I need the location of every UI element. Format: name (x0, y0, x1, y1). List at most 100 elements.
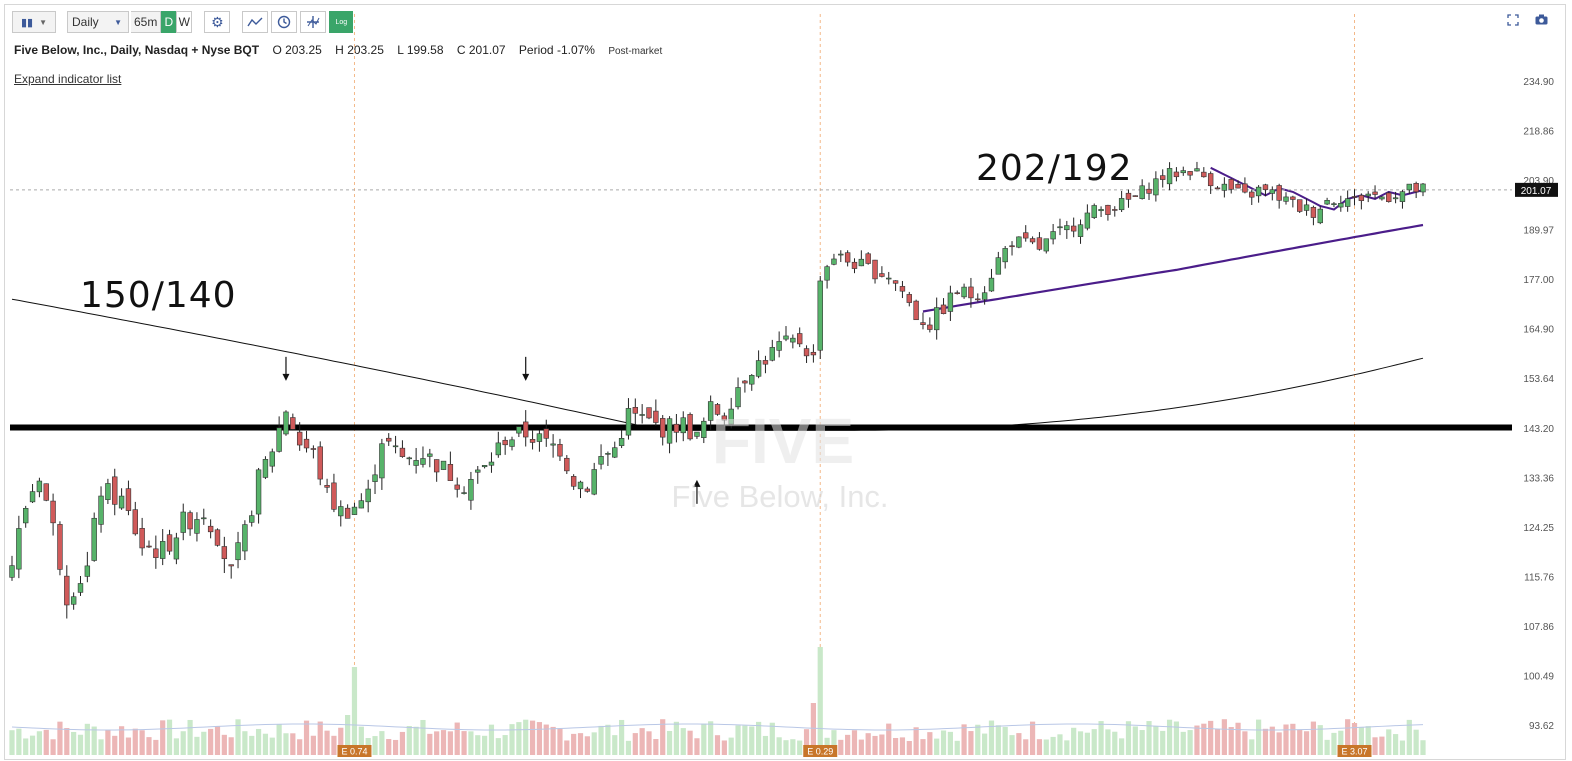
candle-body (290, 417, 296, 430)
candle-body (50, 500, 56, 524)
fullscreen-icon[interactable] (1507, 14, 1519, 26)
volume-bar (831, 730, 837, 755)
candle-body (324, 485, 330, 488)
compare-button[interactable] (300, 11, 327, 33)
volume-bar (1317, 725, 1323, 755)
candle-body (1077, 224, 1084, 237)
candle-body (1365, 193, 1371, 197)
candle-body (153, 548, 159, 558)
candle-body (269, 451, 275, 467)
candle-body (475, 469, 481, 473)
volume-bar (132, 728, 138, 755)
volume-bar (180, 731, 186, 755)
y-axis-tick-label: 153.64 (1523, 374, 1554, 385)
volume-bar (783, 740, 789, 755)
annotation-right-note: 202/192 (976, 148, 1133, 189)
draw-icon (247, 17, 263, 27)
volume-bar (1187, 730, 1193, 755)
earnings-marker (803, 745, 838, 757)
clock-button[interactable] (271, 11, 298, 33)
candle-body (570, 476, 577, 487)
volume-bar (988, 720, 995, 755)
candle-body (194, 519, 200, 534)
candle-body (865, 253, 871, 264)
volume-bar (36, 731, 43, 755)
volume-bar (516, 722, 522, 755)
chart-style-button[interactable]: ▮▮ ▼ (12, 11, 56, 33)
volume-bar (29, 735, 36, 755)
volume-bar (23, 738, 29, 755)
volume-bar (255, 728, 262, 755)
interval-weekly-button[interactable]: W (176, 11, 193, 33)
volume-bar (673, 721, 680, 755)
volume-bar (1351, 723, 1358, 755)
settings-icon: ⚙ (211, 13, 224, 30)
volume-bar (235, 719, 241, 755)
candle-body (440, 460, 447, 470)
candle-body (139, 528, 145, 549)
candle-body (1153, 178, 1159, 196)
candle-body (1235, 183, 1241, 189)
expand-indicator-link[interactable]: Expand indicator list (14, 72, 122, 86)
watermark-ticker: FIVE (712, 405, 854, 477)
moving-average-50-line (922, 223, 1424, 313)
camera-icon[interactable] (1535, 14, 1548, 25)
volume-bar (913, 727, 919, 755)
candle-body (1249, 191, 1255, 198)
candle-body (968, 286, 974, 299)
candle-body (831, 258, 837, 265)
candle-body (1064, 225, 1070, 231)
candle-body (502, 439, 508, 446)
volume-bar (1297, 729, 1303, 755)
volume-bar (666, 730, 673, 755)
volume-bar (1413, 729, 1419, 755)
volume-bar (708, 721, 714, 755)
volume-bar (228, 737, 234, 755)
volume-bar (947, 731, 953, 755)
y-axis-tick-label: 93.62 (1529, 721, 1554, 732)
candle-body (1276, 185, 1282, 201)
volume-bar (1084, 732, 1090, 755)
candle-body (1132, 195, 1139, 197)
candle-body (892, 280, 899, 284)
candle-body (762, 360, 769, 365)
y-axis-tick-label: 115.76 (1524, 572, 1554, 583)
draw-button[interactable] (242, 11, 269, 33)
candle-body (536, 433, 543, 442)
volume-bar (1153, 726, 1159, 755)
volume-bar (351, 667, 358, 755)
volume-bar (194, 736, 200, 755)
candle-body (1358, 194, 1365, 201)
interval-daily-button[interactable]: D (161, 11, 177, 33)
low-label: L (397, 43, 404, 57)
candle-body (1139, 185, 1145, 199)
volume-bar (920, 739, 926, 755)
candle-body (98, 495, 104, 525)
volume-bar (447, 731, 453, 755)
candle-body (1413, 183, 1419, 193)
candle-body (235, 542, 241, 561)
candle-body (1091, 205, 1097, 218)
symbol-title: Five Below, Inc., Daily, Nasdaq + Nyse B… (14, 43, 260, 57)
volume-bar (1043, 739, 1049, 755)
candle-body (392, 445, 399, 448)
interval-65m-button[interactable]: 65m (131, 11, 162, 33)
period-select[interactable]: Daily ▼ (67, 11, 129, 33)
volume-bar (9, 730, 15, 755)
settings-button[interactable]: ⚙ (204, 11, 231, 33)
volume-bar (557, 728, 563, 755)
candle-body (564, 457, 570, 472)
candle-body (146, 545, 152, 548)
volume-bar (571, 733, 577, 755)
volume-bar (1208, 720, 1214, 755)
volume-bar (612, 735, 618, 755)
candle-body (454, 484, 460, 490)
volume-bar (1249, 739, 1255, 755)
volume-bar (214, 726, 221, 755)
volume-bar (297, 739, 303, 755)
high-label: H (335, 43, 344, 57)
log-scale-button[interactable]: Log (329, 11, 354, 33)
candles-icon: ▮▮ (20, 16, 34, 29)
volume-bar (749, 726, 755, 755)
